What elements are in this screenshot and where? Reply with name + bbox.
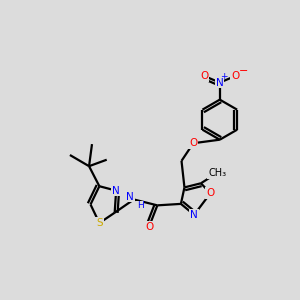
Text: O: O (189, 138, 197, 148)
Text: H: H (137, 201, 144, 210)
Text: O: O (145, 222, 153, 232)
Text: −: − (239, 66, 248, 76)
Text: O: O (200, 71, 208, 81)
Text: N: N (126, 191, 134, 202)
Text: CH₃: CH₃ (208, 168, 226, 178)
Text: N: N (190, 210, 198, 220)
Text: O: O (206, 188, 214, 198)
Text: +: + (220, 72, 228, 81)
Text: N: N (112, 186, 120, 196)
Text: O: O (231, 71, 239, 81)
Text: N: N (216, 78, 224, 88)
Text: S: S (96, 218, 103, 228)
